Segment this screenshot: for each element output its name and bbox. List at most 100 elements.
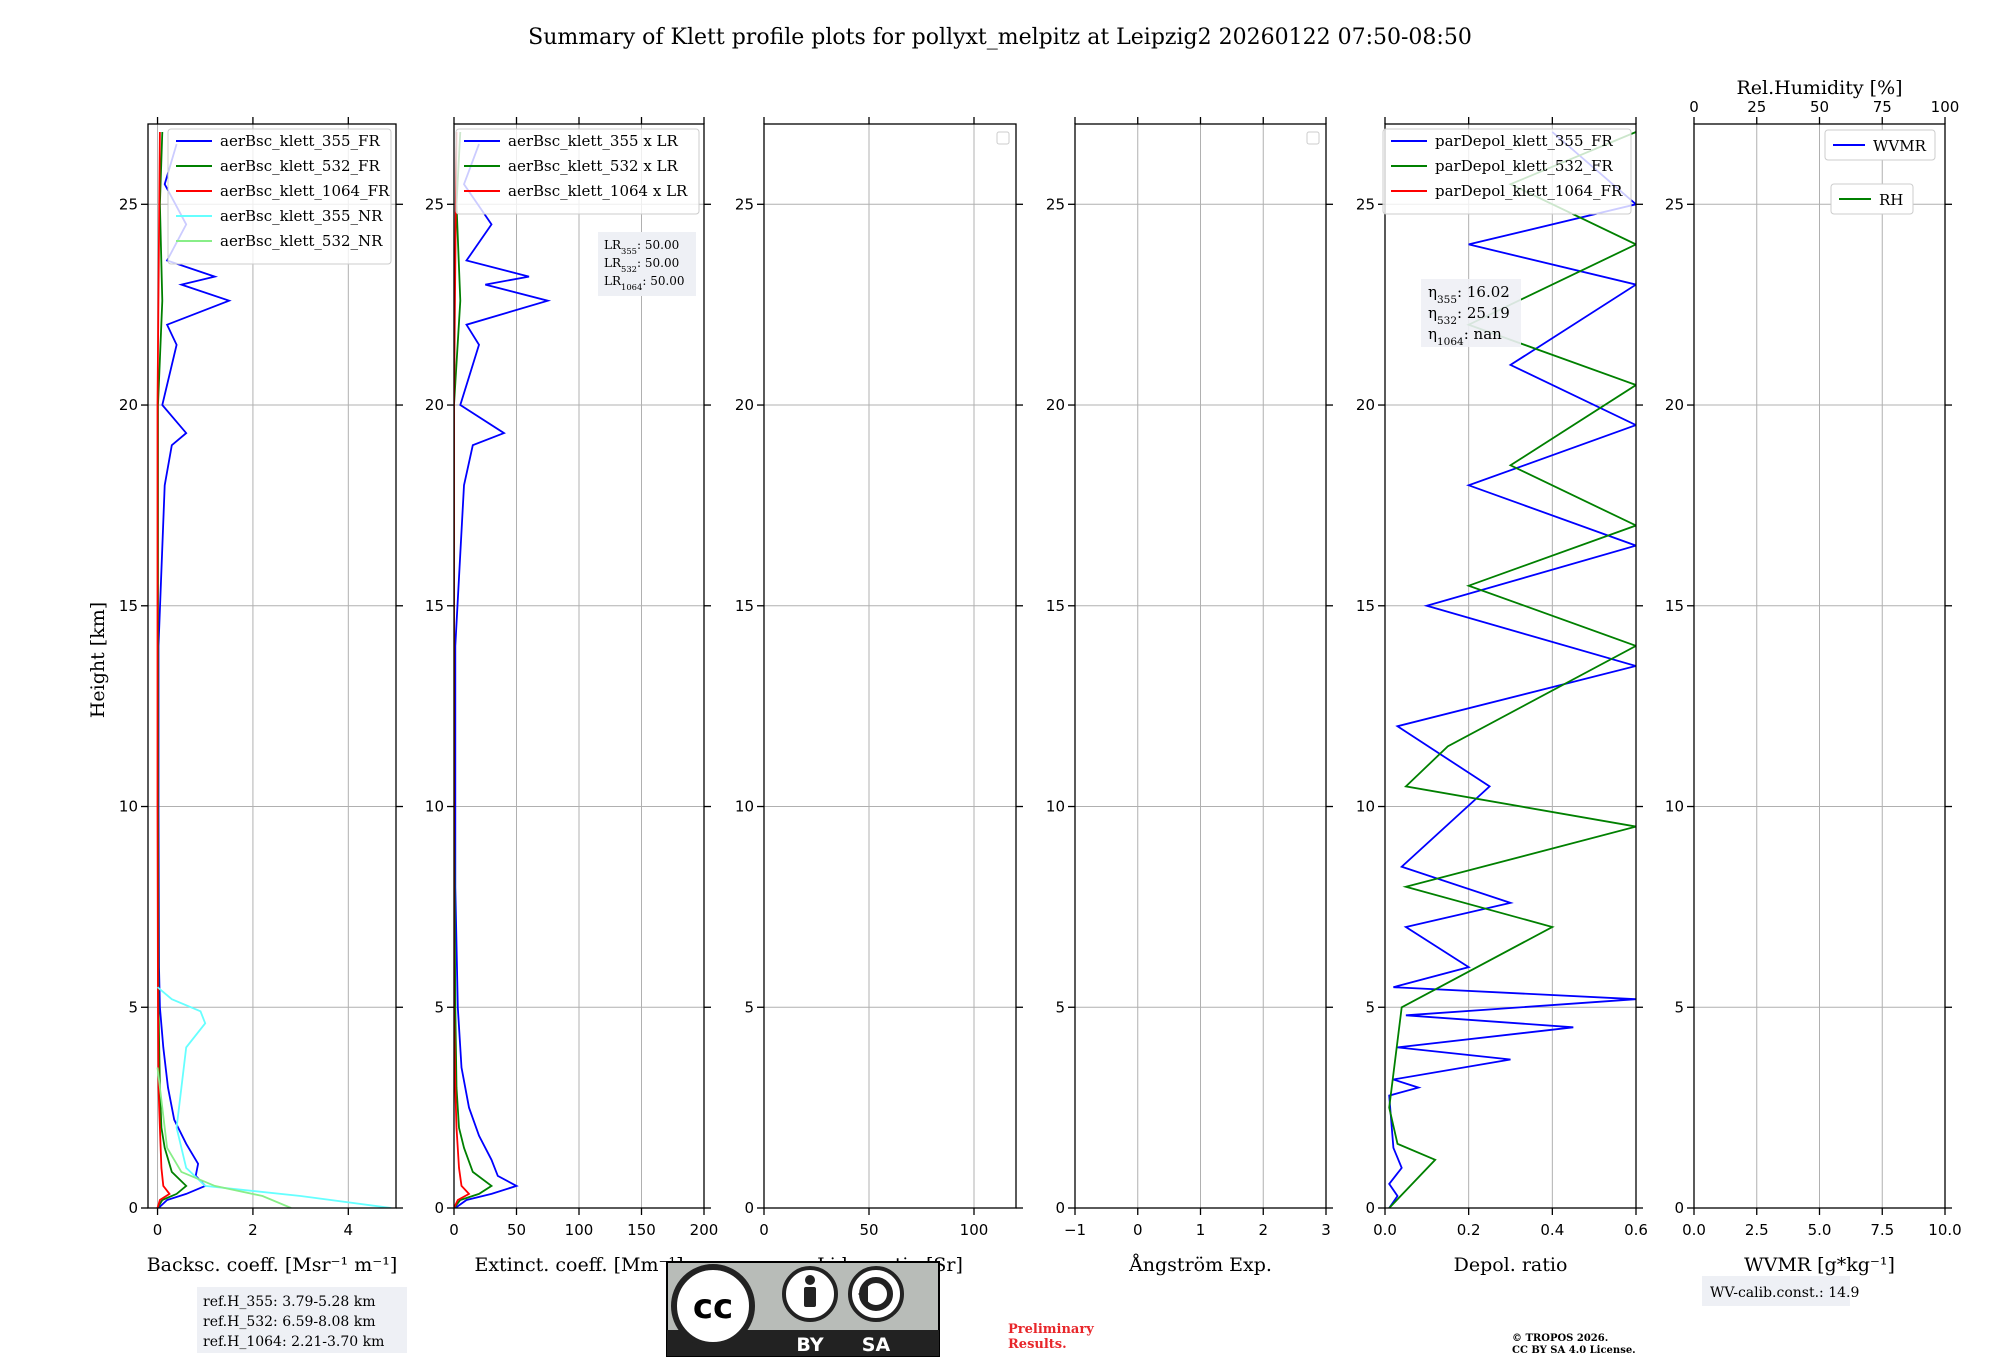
legend-box xyxy=(1382,128,1632,215)
x-tick-label: 1 xyxy=(1196,1221,1206,1239)
lidar-ratio-text: LR532: 50.00 xyxy=(604,256,679,274)
top-tick-label: 0 xyxy=(1689,98,1699,116)
y-tick-label: 20 xyxy=(1046,396,1065,414)
cc-circle-icon xyxy=(671,1264,755,1348)
legend-label: parDepol_klett_355_FR xyxy=(1435,132,1613,150)
copyright-line-2: CC BY SA 4.0 License. xyxy=(1512,1345,1636,1356)
legend-label: aerBsc_klett_1064_FR xyxy=(220,182,390,200)
series-line xyxy=(454,131,471,1208)
legend-label: RH xyxy=(1879,191,1903,209)
empty-legend xyxy=(996,131,1010,145)
eta-text: η532: 25.19 xyxy=(1428,304,1510,327)
x-tick-label: 5.0 xyxy=(1808,1221,1832,1239)
eta-text: η355: 16.02 xyxy=(1428,283,1510,306)
series-line xyxy=(454,143,552,1208)
legend-label: parDepol_klett_1064_FR xyxy=(1435,182,1623,200)
y-axis-label: Height [km] xyxy=(87,602,109,718)
cc-mark: cc xyxy=(693,1287,733,1327)
legend: parDepol_klett_355_FR parDepol_klett_532_… xyxy=(1382,128,1632,215)
legend-label: WVMR xyxy=(1873,137,1927,155)
legend: aerBsc_klett_355_FR aerBsc_klett_532_FRae… xyxy=(167,128,392,265)
legend-label: aerBsc_klett_532_FR xyxy=(220,157,380,175)
by-label: BY xyxy=(796,1334,823,1356)
y-tick-label: 5 xyxy=(434,998,444,1016)
legend-rh: RH xyxy=(1830,183,1914,215)
x-tick-label: 100 xyxy=(960,1221,989,1239)
series-line xyxy=(156,986,392,1208)
x-tick-label: 0 xyxy=(449,1221,459,1239)
cc-license-badge: cc BY SA xyxy=(666,1261,940,1357)
preliminary-line-2: Results. xyxy=(1008,1337,1067,1352)
series-line xyxy=(156,1067,292,1208)
x-axis-label: Depol. ratio xyxy=(1454,1254,1568,1276)
x-tick-label: 10.0 xyxy=(1928,1221,1961,1239)
y-tick-label: 0 xyxy=(1055,1199,1065,1217)
x-tick-label: 100 xyxy=(565,1221,594,1239)
y-tick-label: 20 xyxy=(425,396,444,414)
x-tick-label: 2 xyxy=(248,1221,258,1239)
plot-frame xyxy=(147,123,397,1209)
sa-share-icon xyxy=(848,1266,904,1322)
y-tick-label: 5 xyxy=(1055,998,1065,1016)
x-axis-label: Backsc. coeff. [Msr⁻¹ m⁻¹] xyxy=(147,1254,398,1276)
y-tick-label: 10 xyxy=(1665,798,1684,816)
x-tick-label: 0.0 xyxy=(1373,1221,1397,1239)
sa-label: SA xyxy=(862,1334,891,1356)
preliminary-note: Preliminary Results. xyxy=(1008,1322,1094,1352)
y-tick-label: 5 xyxy=(128,998,138,1016)
legend-label: aerBsc_klett_532 x LR xyxy=(508,157,679,175)
x-tick-label: 50 xyxy=(507,1221,526,1239)
y-tick-label: 20 xyxy=(1356,396,1375,414)
reference-height-text: ref.H_355: 3.79-5.28 km xyxy=(203,1294,376,1310)
legend: aerBsc_klett_355 x LR aerBsc_klett_532 x … xyxy=(455,128,700,215)
reference-height-box: ref.H_355: 3.79-5.28 km ref.H_532: 6.59-8… xyxy=(197,1287,407,1353)
y-tick-label: 25 xyxy=(119,195,138,213)
y-tick-label: 0 xyxy=(434,1199,444,1217)
y-tick-label: 25 xyxy=(735,195,754,213)
panel-lr: 0501000510152025Lidar ratio [Sr] xyxy=(735,117,1023,1276)
legend-box xyxy=(455,128,700,215)
copyright-line-1: © TROPOS 2026. xyxy=(1512,1333,1608,1344)
panel-ang: −1 0 1 2 3 0 5 10 15 20 25 Ångström Exp. xyxy=(1046,117,1333,1276)
y-tick-label: 25 xyxy=(1665,195,1684,213)
x-axis-label: Extinct. coeff. [Mm⁻¹] xyxy=(474,1254,683,1276)
y-tick-label: 0 xyxy=(1674,1199,1684,1217)
y-tick-label: 0 xyxy=(128,1199,138,1217)
y-tick-label: 20 xyxy=(119,396,138,414)
y-tick-label: 15 xyxy=(735,597,754,615)
x-tick-label: 0.0 xyxy=(1682,1221,1706,1239)
copyright-note: © TROPOS 2026. CC BY SA 4.0 License. xyxy=(1512,1333,1636,1356)
y-tick-label: 20 xyxy=(735,396,754,414)
y-tick-label: 0 xyxy=(1365,1199,1375,1217)
y-tick-label: 5 xyxy=(1674,998,1684,1016)
y-tick-label: 10 xyxy=(1046,798,1065,816)
y-tick-label: 15 xyxy=(425,597,444,615)
y-tick-label: 15 xyxy=(1665,597,1684,615)
legend-label: aerBsc_klett_355_FR xyxy=(220,132,380,150)
y-tick-label: 0 xyxy=(744,1199,754,1217)
x-tick-label: 0.4 xyxy=(1540,1221,1564,1239)
x-axis-label: WVMR [g*kg⁻¹] xyxy=(1744,1254,1895,1276)
top-axis-label: Rel.Humidity [%] xyxy=(1736,77,1902,99)
series-line xyxy=(156,131,188,1208)
legend-box xyxy=(167,128,392,265)
legend-label: parDepol_klett_532_FR xyxy=(1435,157,1613,175)
lidar-ratio-text: LR1064: 50.00 xyxy=(604,274,685,292)
legend-label: aerBsc_klett_1064 x LR xyxy=(508,182,688,200)
reference-height-text: ref.H_1064: 2.21-3.70 km xyxy=(203,1334,384,1350)
series-line xyxy=(454,131,494,1208)
eta-text: η1064: nan xyxy=(1428,325,1502,348)
y-tick-label: 25 xyxy=(1356,195,1375,213)
top-tick-label: 100 xyxy=(1931,98,1960,116)
y-tick-label: 15 xyxy=(119,597,138,615)
legend-label: aerBsc_klett_532_NR xyxy=(220,232,383,250)
x-tick-label: 0.2 xyxy=(1457,1221,1481,1239)
x-tick-label: 0.6 xyxy=(1624,1221,1648,1239)
panel-ext: 0 50 100 150 200 0 5 10 15 20 25 Extinct. coeff. [M… xyxy=(425,117,718,1276)
y-tick-label: 20 xyxy=(1665,396,1684,414)
x-tick-label: 0 xyxy=(759,1221,769,1239)
panel-wv: 0.0 2.5 5.0 7.5 10.0 0 5 10 15 20 25 WVMR [g*kg⁻¹] 0… xyxy=(1665,77,1962,1306)
